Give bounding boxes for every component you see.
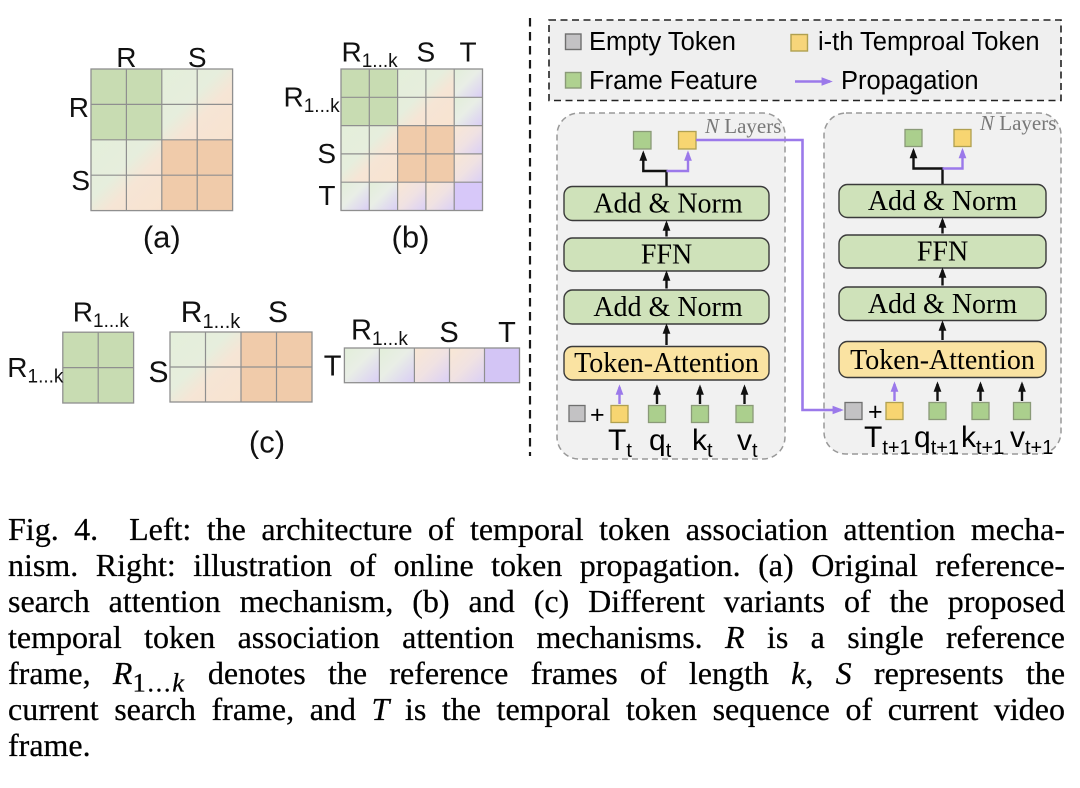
svg-text:(a): (a) — [143, 220, 181, 255]
svg-text:S: S — [71, 165, 90, 196]
svg-text:R1...k: R1...k — [284, 82, 341, 118]
svg-text:Add & Norm: Add & Norm — [593, 292, 743, 323]
svg-text:FFN: FFN — [917, 237, 968, 268]
svg-text:T: T — [498, 317, 516, 349]
svg-text:R: R — [69, 92, 89, 123]
svg-text:Add & Norm: Add & Norm — [593, 189, 743, 220]
svg-text:S: S — [417, 37, 436, 68]
svg-text:Empty Token: Empty Token — [589, 28, 736, 56]
svg-text:+: + — [868, 398, 883, 426]
svg-text:R: R — [116, 42, 136, 73]
svg-text:N Layers: N Layers — [704, 114, 781, 138]
svg-text:Token-Attention: Token-Attention — [850, 345, 1035, 376]
svg-text:T: T — [318, 180, 335, 211]
svg-text:FFN: FFN — [641, 240, 692, 271]
svg-text:S: S — [148, 356, 168, 389]
svg-text:i-th Temproal Token: i-th Temproal Token — [818, 28, 1040, 56]
svg-text:+: + — [590, 401, 605, 429]
svg-text:R1...k: R1...k — [351, 315, 408, 351]
svg-text:T: T — [459, 37, 476, 68]
svg-text:R1...k: R1...k — [181, 296, 241, 333]
svg-text:R1...k: R1...k — [342, 37, 399, 73]
svg-text:Add & Norm: Add & Norm — [868, 289, 1018, 320]
svg-text:S: S — [268, 296, 288, 329]
svg-text:(c): (c) — [249, 425, 285, 460]
svg-text:(b): (b) — [392, 220, 430, 255]
svg-text:N Layers: N Layers — [979, 111, 1056, 135]
svg-text:R1...k: R1...k — [73, 297, 130, 333]
svg-text:Add & Norm: Add & Norm — [868, 186, 1018, 217]
svg-text:T: T — [324, 351, 342, 383]
svg-text:Token-Attention: Token-Attention — [574, 348, 759, 379]
svg-text:Frame Feature: Frame Feature — [589, 67, 758, 95]
svg-text:S: S — [317, 138, 336, 169]
svg-text:S: S — [439, 317, 458, 349]
svg-text:Propagation: Propagation — [841, 67, 979, 95]
svg-text:S: S — [188, 42, 207, 73]
svg-text:R1...k: R1...k — [7, 352, 64, 388]
